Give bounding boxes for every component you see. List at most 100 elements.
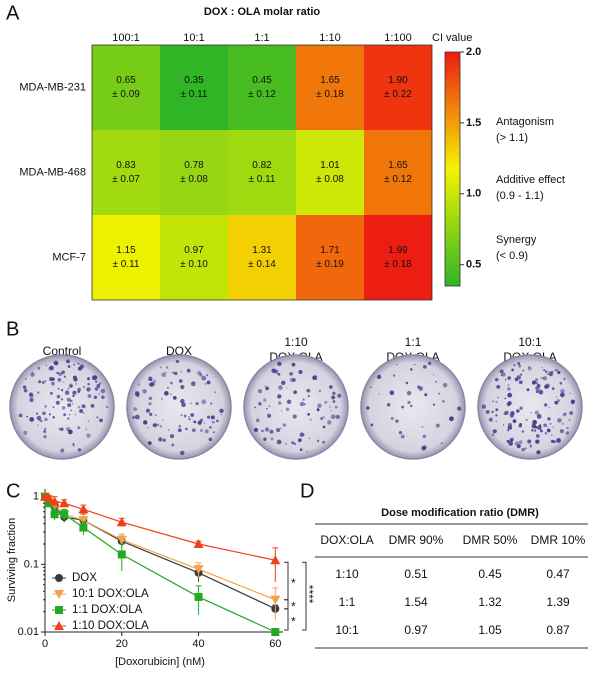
cell-value: 0.65 [116, 75, 136, 86]
colony [263, 398, 267, 402]
colony [546, 428, 551, 433]
cell-value: 0.45 [252, 75, 272, 86]
colorbar-tick-label: 1.0 [466, 188, 481, 200]
colony [516, 409, 520, 413]
heatmap-cell [364, 45, 432, 130]
colony [518, 364, 522, 368]
colony [98, 393, 101, 396]
colony [316, 408, 320, 412]
point [193, 538, 204, 548]
colony [277, 394, 282, 399]
colorbar-tick-label: 2.0 [466, 46, 481, 58]
colony [529, 444, 532, 447]
colorbar-annotation: Synergy [496, 234, 537, 246]
colony [530, 412, 532, 414]
colony [66, 359, 70, 364]
colony [67, 417, 70, 420]
colony [147, 427, 149, 429]
colony [210, 402, 213, 405]
heatmap-cell [296, 45, 364, 130]
colony [255, 418, 260, 423]
colony [38, 420, 41, 422]
colony [26, 415, 28, 418]
colony [418, 386, 424, 391]
colony [78, 366, 82, 371]
point [116, 517, 127, 527]
colony [322, 416, 325, 418]
colony [63, 413, 67, 417]
table-header: DMR 90% [389, 533, 444, 547]
colony [548, 407, 550, 409]
colony [506, 439, 510, 443]
colony [502, 424, 505, 426]
colony [253, 427, 259, 433]
colony [316, 439, 320, 442]
colony [178, 424, 181, 428]
colony [96, 416, 99, 419]
colony [267, 413, 272, 418]
colony [94, 387, 99, 391]
table-cell: 1.32 [478, 595, 502, 609]
colony [556, 438, 561, 443]
colony [491, 410, 494, 413]
colony [513, 363, 516, 367]
significance-label: * [291, 599, 296, 613]
colony [492, 429, 497, 434]
colony [72, 442, 75, 445]
colony [36, 412, 39, 415]
point [270, 595, 281, 605]
point [60, 510, 69, 519]
colony [531, 423, 537, 429]
colony [41, 380, 45, 384]
colony [132, 416, 135, 419]
cell-error: ± 0.14 [248, 259, 276, 270]
colony [181, 402, 186, 408]
colony [330, 409, 332, 411]
colony [30, 372, 35, 377]
colony [442, 400, 445, 403]
colony [332, 400, 336, 403]
colony [277, 361, 282, 367]
colony [210, 415, 215, 420]
colony [190, 413, 195, 417]
colony [534, 410, 540, 415]
colony [534, 378, 539, 382]
colony [195, 402, 199, 406]
colony [204, 429, 209, 434]
colony [211, 420, 215, 424]
x-tick-label: 0 [42, 638, 48, 650]
colony [495, 400, 498, 404]
heatmap-cell [92, 130, 160, 215]
colony [535, 439, 540, 444]
colony [87, 377, 90, 381]
colony [543, 423, 547, 428]
colony [170, 434, 174, 439]
colony [421, 426, 424, 428]
colony [180, 414, 183, 416]
colony [539, 429, 543, 433]
colony [521, 430, 525, 433]
colony [180, 371, 182, 373]
colony [197, 370, 202, 376]
error-bar [272, 547, 279, 582]
heatmap-cell [364, 215, 432, 300]
colony [532, 419, 537, 425]
colony [37, 391, 40, 394]
colony [292, 414, 297, 419]
colony [518, 380, 523, 385]
heatmap-cell [296, 130, 364, 215]
heatmap-cell [160, 215, 228, 300]
colony [528, 366, 531, 369]
cell-value: 1.71 [320, 245, 340, 256]
colony [81, 404, 86, 408]
colony [56, 371, 59, 375]
colony [527, 439, 532, 444]
colony [514, 377, 519, 382]
colony [320, 417, 324, 420]
cell-value: 1.65 [320, 75, 340, 86]
colony [571, 400, 574, 403]
column-label: 1:100 [384, 32, 412, 44]
significance-bracket [302, 561, 307, 631]
colony [185, 427, 188, 431]
colony [555, 368, 558, 372]
